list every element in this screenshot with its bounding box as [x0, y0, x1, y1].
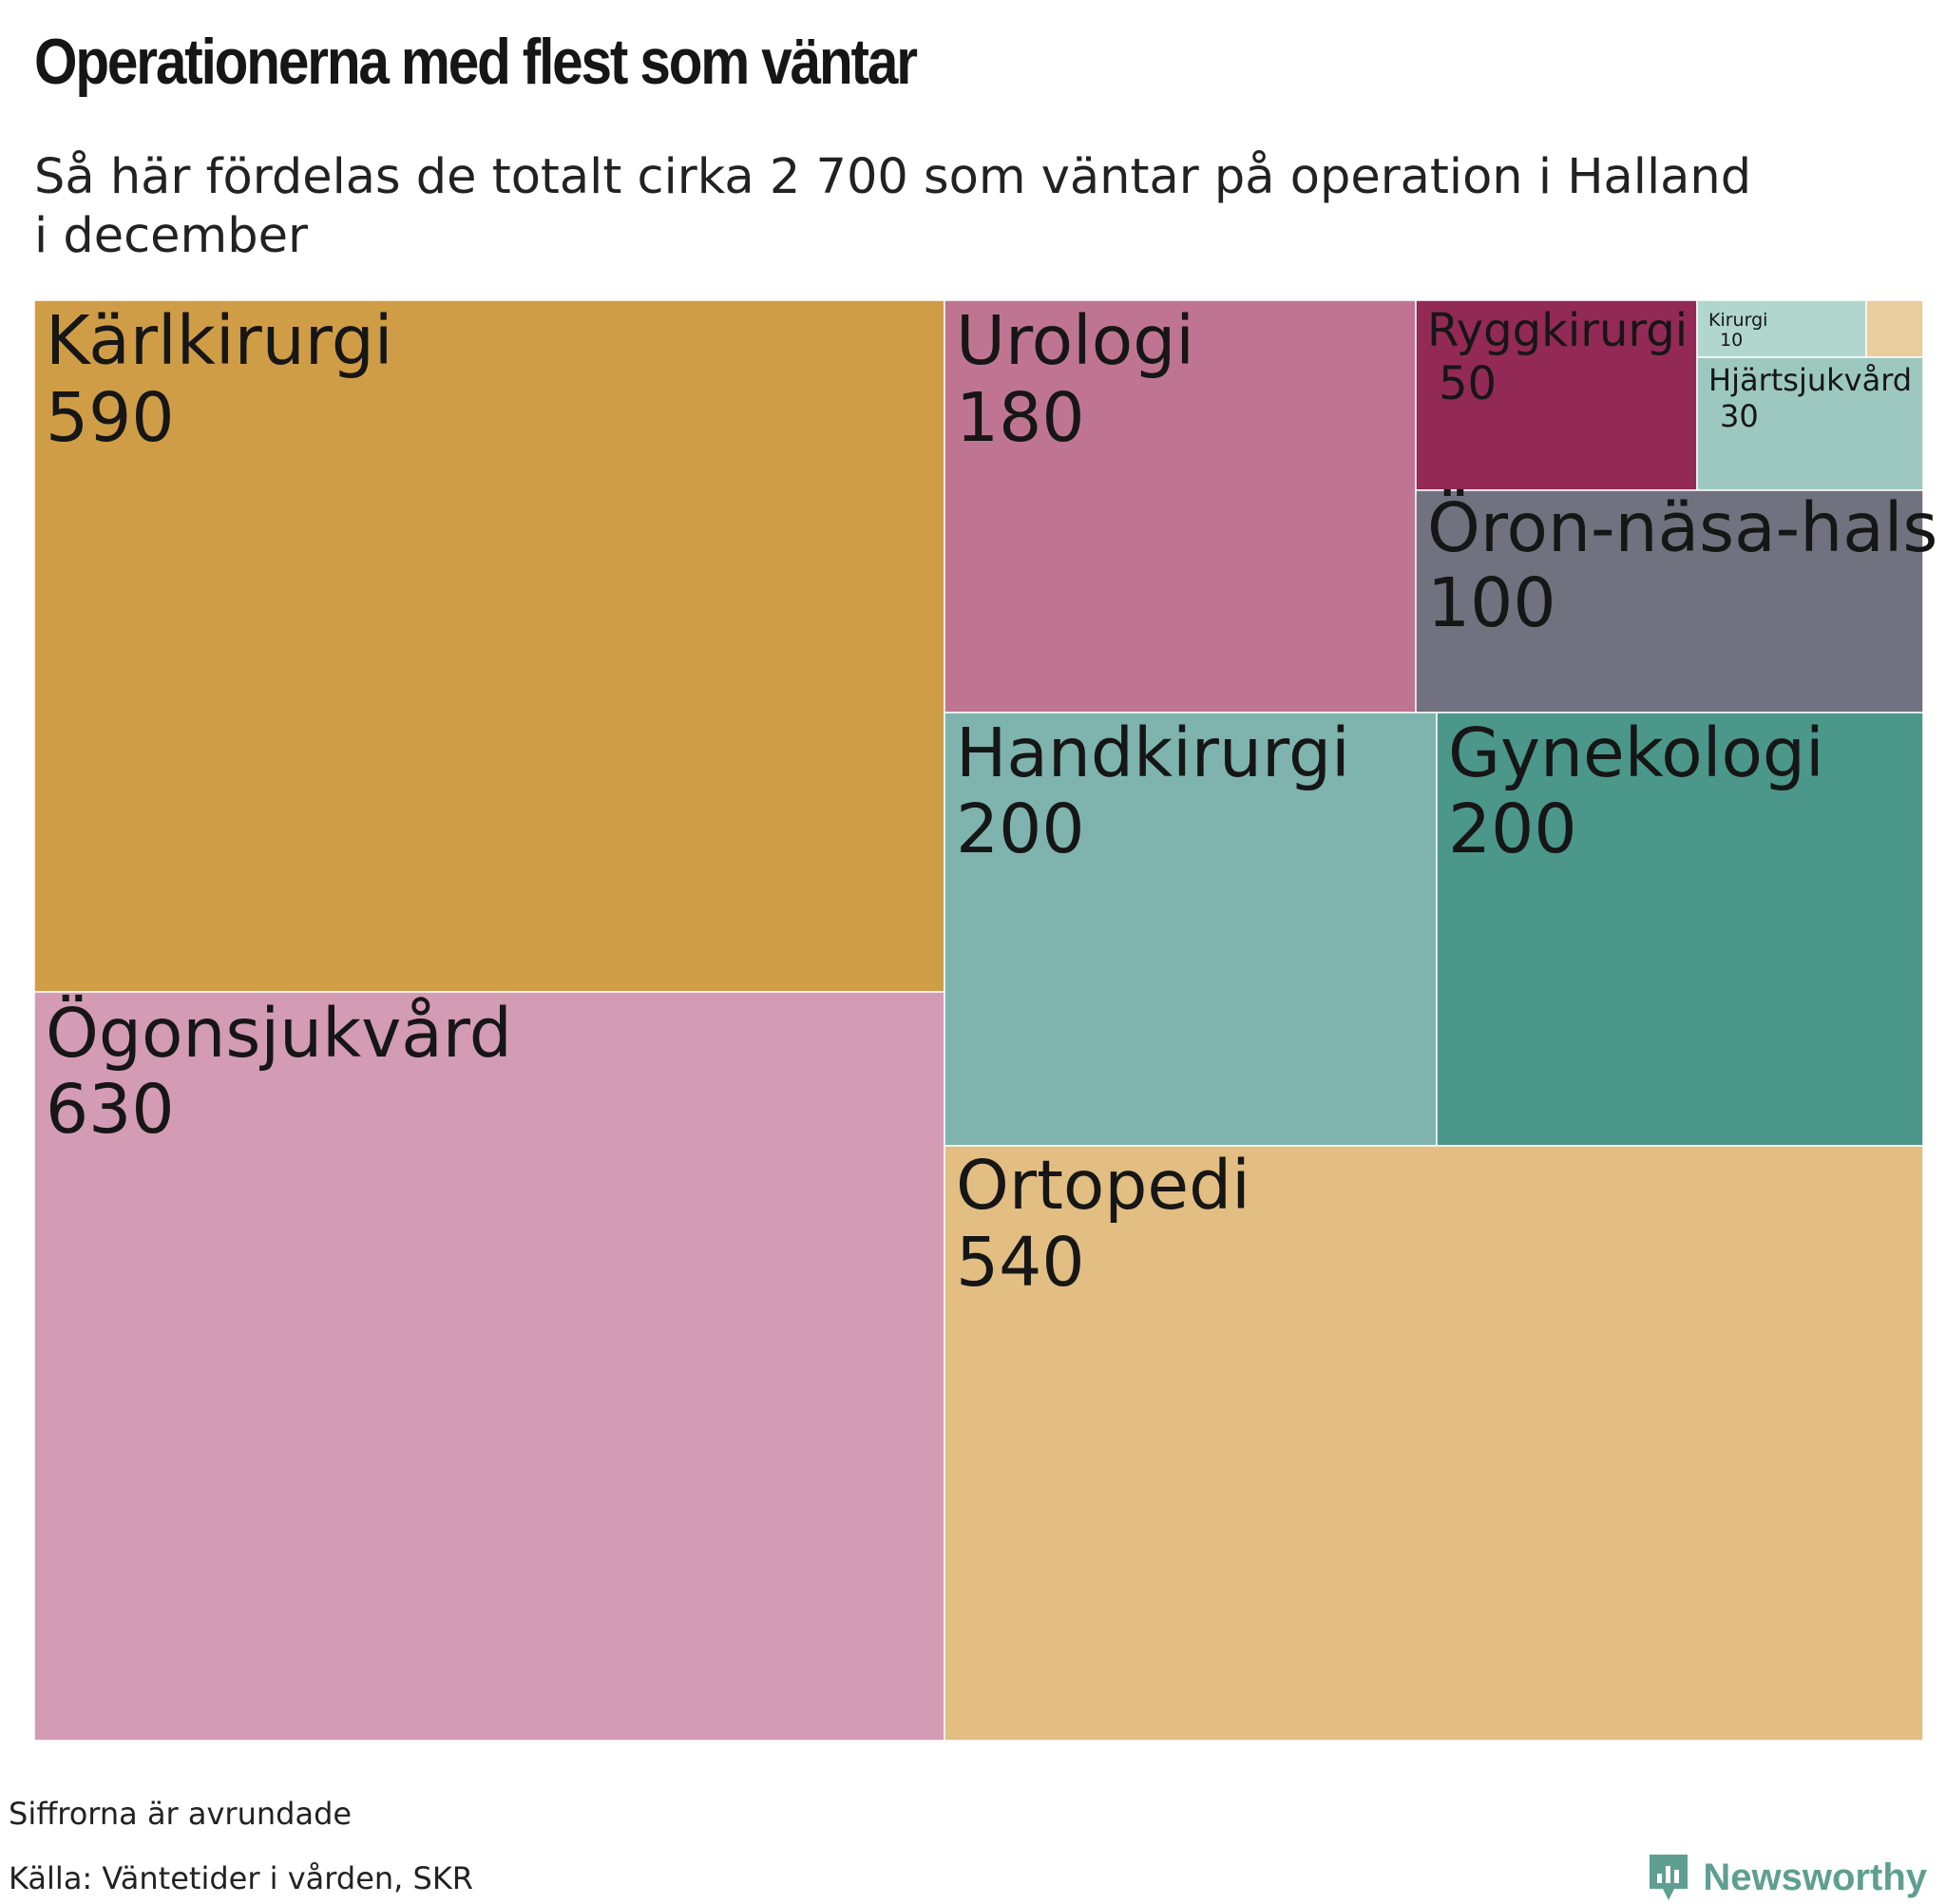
newsworthy-logo-icon: [1650, 1855, 1688, 1900]
treemap-label-gynekologi: Gynekologi: [1448, 714, 1824, 792]
treemap-cell-urologi: [944, 299, 1417, 714]
footnote: Siffrorna är avrundade: [9, 1796, 353, 1832]
treemap-label-öron-näsa-hals: Öron-näsa-hals: [1427, 488, 1937, 567]
treemap-cell-handkirurgi: [944, 712, 1438, 1147]
treemap-cell-öron-näsa-hals: [1415, 489, 1924, 714]
brand-logo: Newsworthy: [1646, 1851, 1927, 1904]
brand-name: Newsworthy: [1703, 1856, 1927, 1898]
treemap-value-ortopedi: 540: [956, 1223, 1085, 1302]
treemap-label-ortopedi: Ortopedi: [956, 1146, 1250, 1225]
source-note: Källa: Väntetider i vården, SKR: [9, 1860, 474, 1896]
treemap-value-öron-näsa-hals: 100: [1427, 563, 1556, 642]
treemap-value-urologi: 180: [956, 378, 1085, 457]
treemap-cell-ögonsjukvård: [33, 991, 945, 1742]
treemap-label-ryggkirurgi: Ryggkirurgi: [1427, 304, 1688, 357]
treemap-label-handkirurgi: Handkirurgi: [956, 714, 1350, 792]
treemap-label-hjärtsjukvård: Hjärtsjukvård: [1708, 362, 1912, 398]
treemap-value-gynekologi: 200: [1448, 790, 1577, 868]
treemap-label-urologi: Urologi: [956, 301, 1194, 380]
treemap-value-kärlkirurgi: 590: [46, 378, 175, 457]
treemap-label-kirurgi: Kirurgi: [1708, 310, 1767, 331]
chart-title: Operationerna med flest som väntar: [34, 26, 918, 98]
treemap-cell-gynekologi: [1436, 712, 1924, 1147]
chart-subtitle: Så här fördelas de totalt cirka 2 700 so…: [34, 149, 1752, 264]
treemap-cell-hjärtsjukvård: [1696, 356, 1924, 491]
treemap-value-ryggkirurgi: 50: [1439, 357, 1497, 410]
treemap-value-ögonsjukvård: 630: [46, 1070, 175, 1149]
treemap-cell-ortopedi: [944, 1145, 1924, 1742]
treemap-label-kärlkirurgi: Kärlkirurgi: [46, 301, 393, 380]
treemap-value-handkirurgi: 200: [956, 790, 1085, 868]
treemap-cell-unlabeled: [1865, 299, 1924, 358]
treemap-value-kirurgi: 10: [1720, 330, 1743, 351]
treemap-label-ögonsjukvård: Ögonsjukvård: [46, 994, 512, 1073]
treemap-value-hjärtsjukvård: 30: [1720, 398, 1759, 434]
